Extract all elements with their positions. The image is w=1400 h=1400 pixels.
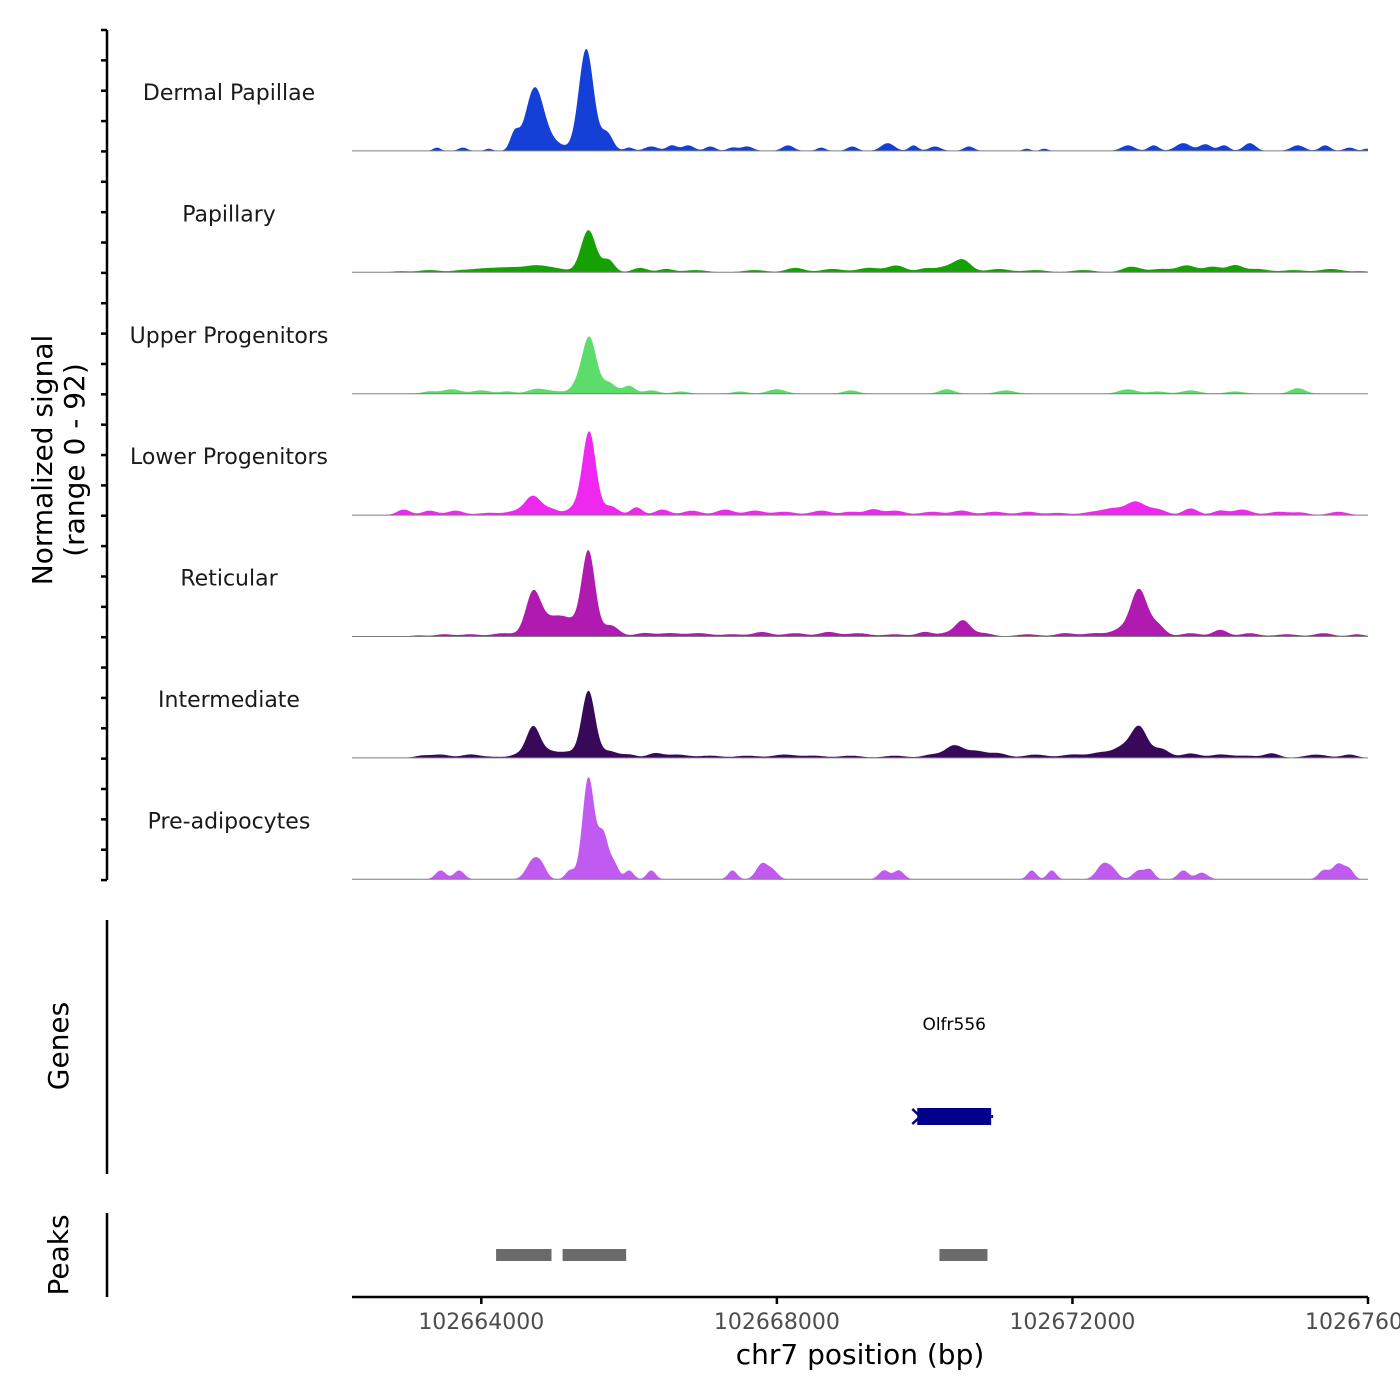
signal-tracks: Dermal Papillae Papillary Upper Progenitor… bbox=[130, 48, 1368, 880]
track-upper-progenitors: Upper Progenitors bbox=[130, 324, 1368, 395]
signal-area bbox=[352, 550, 1368, 637]
peak-region bbox=[496, 1249, 552, 1261]
track-label: Dermal Papillae bbox=[143, 81, 315, 106]
track-label: Pre-adipocytes bbox=[148, 809, 311, 834]
x-axis: 102664000 102668000 102672000 102676000 bbox=[352, 1295, 1400, 1335]
y-axis-label: Normalized signal bbox=[26, 335, 59, 586]
peak-region bbox=[939, 1249, 988, 1261]
x-tick-label: 102664000 bbox=[418, 1310, 544, 1335]
track-label: Reticular bbox=[180, 567, 278, 592]
track-reticular: Reticular bbox=[180, 550, 1368, 637]
track-lower-progenitors: Lower Progenitors bbox=[130, 431, 1368, 516]
peaks-track-label: Peaks bbox=[42, 1214, 75, 1295]
x-axis-label: chr7 position (bp) bbox=[736, 1338, 985, 1371]
peak-region bbox=[562, 1249, 627, 1261]
x-tick-label: 102668000 bbox=[714, 1310, 840, 1335]
track-intermediate: Intermediate bbox=[158, 688, 1368, 759]
signal-area bbox=[352, 777, 1368, 880]
gene-body bbox=[917, 1108, 992, 1125]
track-dermal-papillae: Dermal Papillae bbox=[143, 48, 1368, 152]
track-pre-adipocytes: Pre-adipocytes bbox=[148, 777, 1368, 880]
track-label: Upper Progenitors bbox=[130, 324, 329, 349]
y-axis-range-label: (range 0 - 92) bbox=[58, 363, 91, 557]
x-tick-label: 102676000 bbox=[1305, 1310, 1400, 1335]
track-label: Intermediate bbox=[158, 688, 300, 713]
signal-area bbox=[352, 431, 1368, 516]
track-label: Papillary bbox=[182, 202, 276, 227]
gene-strand-arrow bbox=[911, 1108, 923, 1125]
x-tick-label: 102672000 bbox=[1009, 1310, 1135, 1335]
signal-area bbox=[352, 336, 1368, 394]
track-label: Lower Progenitors bbox=[130, 445, 328, 470]
gene-track: Olfr556 bbox=[105, 920, 994, 1174]
y-axis bbox=[101, 28, 109, 882]
signal-area bbox=[352, 48, 1368, 151]
signal-area bbox=[352, 690, 1368, 758]
genes-track-label: Genes bbox=[42, 1002, 75, 1090]
track-papillary: Papillary bbox=[182, 202, 1368, 273]
gene-label: Olfr556 bbox=[922, 1015, 986, 1035]
peak-track bbox=[105, 1213, 988, 1297]
signal-area bbox=[352, 230, 1368, 273]
